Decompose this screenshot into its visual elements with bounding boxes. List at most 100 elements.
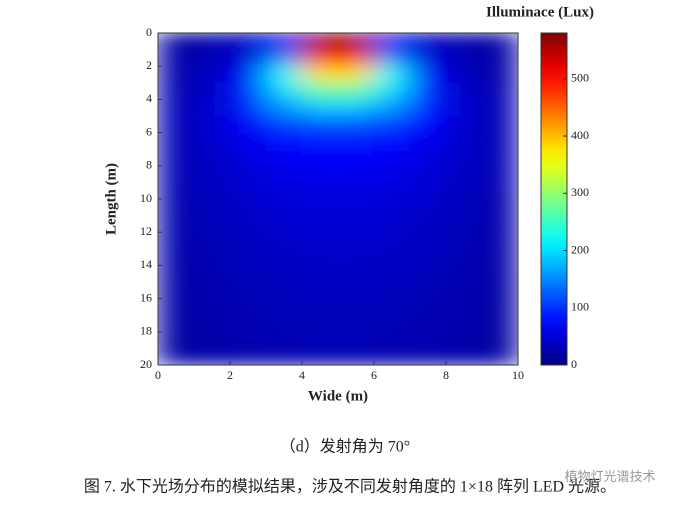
heatmap-cell: [193, 181, 231, 200]
heatmap-cell: [301, 115, 339, 134]
heatmap-cell: [337, 49, 375, 67]
x-tick-label: 2: [227, 368, 233, 382]
heatmap-cell: [337, 347, 375, 365]
heatmap-cell: [409, 281, 447, 300]
heatmap-cell: [301, 264, 339, 283]
heatmap-cell: [481, 132, 518, 150]
heatmap-cell: [481, 165, 518, 183]
heatmap-cell: [481, 264, 518, 283]
heatmap-cell: [265, 33, 303, 51]
heatmap-cell: [229, 82, 267, 100]
heatmap-cell: [337, 248, 375, 266]
heatmap-cell: [229, 347, 267, 365]
heatmap-cell: [445, 281, 483, 300]
heatmap-cell: [229, 314, 267, 333]
heatmap-cell: [337, 33, 375, 51]
heatmap-cell: [193, 33, 231, 51]
heatmap-cell: [409, 33, 447, 51]
heatmap-cell: [409, 115, 447, 134]
heatmap-cell: [265, 165, 303, 183]
colorbar-tick-label: 100: [571, 300, 589, 314]
heatmap-cell: [193, 148, 231, 167]
heatmap-cell: [301, 98, 339, 117]
heatmap-cell: [193, 49, 231, 67]
heatmap-cell: [158, 281, 195, 300]
heatmap-cell: [373, 148, 411, 167]
heatmap-cell: [158, 215, 195, 233]
x-tick-label: 0: [155, 368, 161, 382]
heatmap-cell: [445, 248, 483, 266]
heatmap-cell: [265, 248, 303, 266]
heatmap-cell: [337, 314, 375, 333]
y-tick-label: 14: [140, 257, 152, 271]
heatmap-cell: [265, 49, 303, 67]
heatmap-cell: [229, 198, 267, 217]
heatmap-cell: [445, 115, 483, 134]
heatmap-cell: [409, 331, 447, 349]
y-tick-label: 12: [140, 224, 152, 238]
heatmap-cell: [481, 49, 518, 67]
heatmap-cell: [301, 198, 339, 217]
heatmap-cell: [373, 248, 411, 266]
heatmap-cell: [193, 281, 231, 300]
heatmap-cell: [445, 347, 483, 365]
heatmap-cell: [481, 314, 518, 333]
heatmap-cell: [229, 65, 267, 84]
heatmap-cell: [445, 132, 483, 150]
heatmap: [158, 33, 518, 365]
colorbar-tick-label: 400: [571, 128, 589, 142]
heatmap-cell: [158, 181, 195, 200]
heatmap-cell: [445, 298, 483, 316]
heatmap-cell: [265, 65, 303, 84]
heatmap-cell: [265, 198, 303, 217]
heatmap-cell: [373, 215, 411, 233]
caption: （d）发射角为 70°: [280, 438, 410, 456]
heatmap-cell: [481, 148, 518, 167]
heatmap-cell: [158, 231, 195, 250]
heatmap-cell: [158, 198, 195, 217]
colorbar: [540, 32, 568, 366]
heatmap-cell: [158, 347, 195, 365]
colorbar-tick-label: 0: [571, 357, 577, 371]
heatmap-cell: [373, 347, 411, 365]
colorbar-tick-label: 500: [571, 71, 589, 85]
heatmap-cell: [481, 82, 518, 100]
heatmap-cell: [229, 49, 267, 67]
heatmap-cell: [481, 298, 518, 316]
heatmap-cell: [337, 65, 375, 84]
heatmap-cell: [158, 115, 195, 134]
heatmap-cell: [409, 148, 447, 167]
heatmap-cell: [337, 215, 375, 233]
heatmap-cell: [373, 82, 411, 100]
heatmap-cell: [445, 331, 483, 349]
heatmap-cell: [265, 98, 303, 117]
heatmap-cell: [373, 314, 411, 333]
colorbar-tick-label: 200: [571, 242, 589, 256]
heatmap-cell: [481, 248, 518, 266]
heatmap-cell: [265, 82, 303, 100]
heatmap-cell: [481, 198, 518, 217]
heatmap-cell: [373, 298, 411, 316]
heatmap-cell: [158, 49, 195, 67]
heatmap-cell: [337, 331, 375, 349]
heatmap-cell: [445, 231, 483, 250]
heatmap-cell: [193, 65, 231, 84]
heatmap-cell: [337, 181, 375, 200]
heatmap-cell: [265, 281, 303, 300]
heatmap-cell: [409, 248, 447, 266]
heatmap-cell: [445, 181, 483, 200]
heatmap-cell: [409, 347, 447, 365]
heatmap-cell: [373, 181, 411, 200]
heatmap-cell: [158, 132, 195, 150]
heatmap-cell: [409, 314, 447, 333]
heatmap-cell: [301, 181, 339, 200]
heatmap-cell: [301, 33, 339, 51]
heatmap-cell: [229, 231, 267, 250]
heatmap-cell: [445, 65, 483, 84]
heatmap-cell: [373, 264, 411, 283]
heatmap-cell: [158, 314, 195, 333]
heatmap-cell: [337, 148, 375, 167]
heatmap-cell: [409, 65, 447, 84]
heatmap-cell: [301, 298, 339, 316]
